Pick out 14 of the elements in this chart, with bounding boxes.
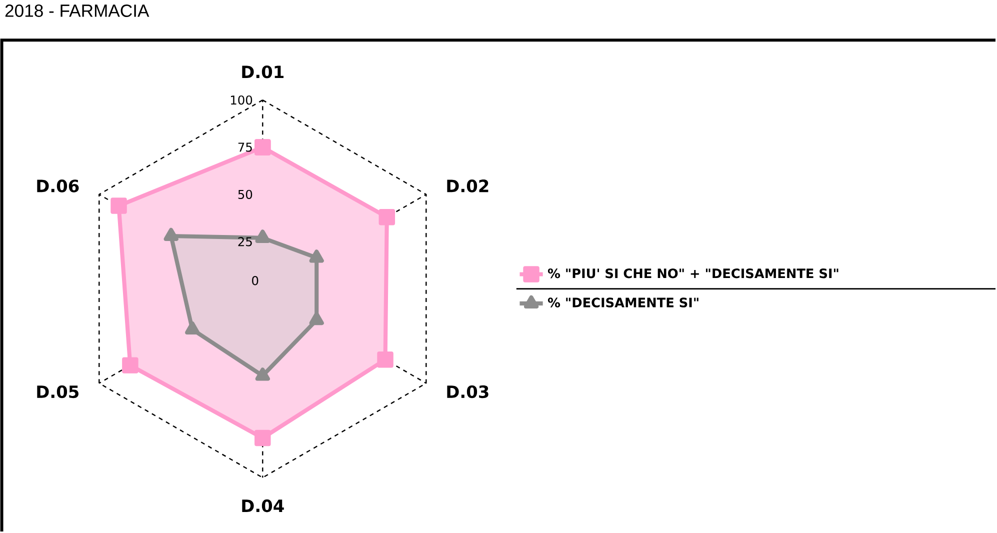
y-tick-label: 50	[238, 190, 252, 200]
y-tick-label: 100	[230, 95, 252, 105]
spoke-label: D.06	[37, 180, 79, 192]
spoke-label: D.03	[447, 385, 488, 398]
y-tick-label: 75	[238, 142, 252, 152]
y-tick-label: 0	[252, 276, 258, 286]
spoke-label: D.04	[242, 499, 284, 512]
spoke-label: D.02	[447, 180, 488, 192]
y-tick-label: 25	[238, 237, 252, 246]
spoke-label: D.01	[242, 66, 284, 78]
legend-label: % "DECISAMENTE SI"	[548, 298, 698, 308]
spoke-label: D.05	[37, 385, 78, 398]
chart-title: 2018 - FARMACIA	[5, 4, 150, 17]
legend-label: % "PIU' SI CHE NO" + "DECISAMENTE SI"	[548, 268, 838, 278]
